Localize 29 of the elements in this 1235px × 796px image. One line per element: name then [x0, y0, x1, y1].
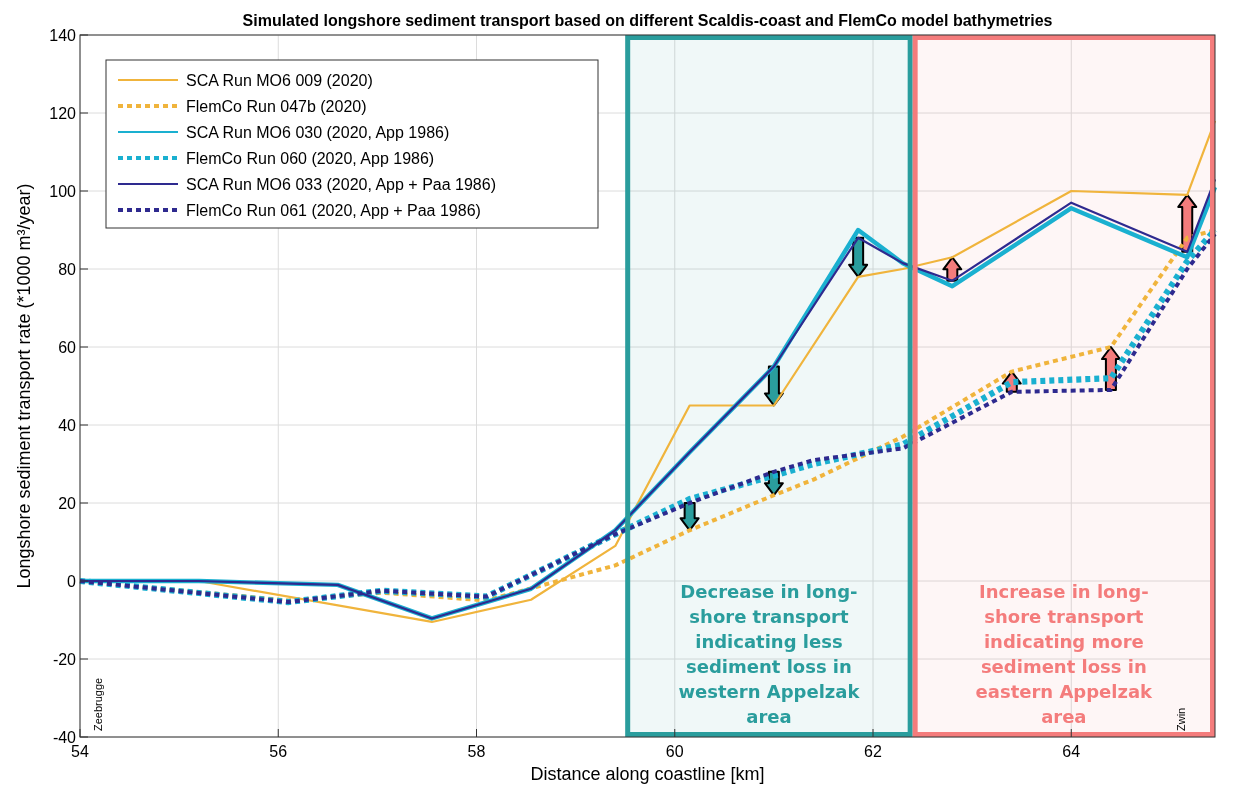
y-tick-label: 20	[58, 495, 77, 512]
x-tick-label: 56	[269, 743, 288, 760]
y-axis-title: Longshore sediment transport rate (*1000 m³/year)	[14, 183, 34, 589]
y-tick-label: -40	[52, 729, 77, 746]
legend-label: FlemCo Run 060 (2020, App 1986)	[186, 150, 435, 167]
annotation: Zwin	[1175, 707, 1187, 731]
legend-label: SCA Run MO6 033 (2020, App + Paa 1986)	[186, 176, 496, 193]
y-tick-label: 100	[49, 183, 77, 200]
x-tick-label: 60	[665, 743, 684, 760]
chart-title: Simulated longshore sediment transport based on different Scaldis-coast and FlemCo model bathymetries	[242, 12, 1053, 29]
y-tick-label: 80	[58, 261, 77, 278]
x-tick-label: 64	[1062, 743, 1081, 760]
annotation: Zeebrugge	[92, 677, 104, 731]
y-tick-label: -20	[52, 651, 77, 668]
legend-label: SCA Run MO6 030 (2020, App 1986)	[186, 124, 450, 141]
legend-label: FlemCo Run 061 (2020, App + Paa 1986)	[186, 202, 481, 219]
x-tick-label: 62	[864, 743, 883, 760]
band-label: Increase in long- shore transport indicating more sediment loss in eastern Appelzak area	[975, 581, 1154, 727]
y-tick-label: 0	[67, 573, 77, 590]
y-tick-label: 140	[49, 27, 77, 44]
band-label: Decrease in long- shore transport indicating less sediment loss in western Appelzak area	[678, 581, 861, 727]
legend-label: SCA Run MO6 009 (2020)	[186, 72, 373, 89]
x-tick-label: 54	[71, 743, 89, 760]
legend-label: FlemCo Run 047b (2020)	[186, 98, 367, 115]
y-tick-label: 60	[58, 339, 77, 356]
x-tick-label: 58	[467, 743, 486, 760]
y-tick-label: 120	[49, 105, 77, 122]
y-tick-label: 40	[58, 417, 77, 434]
x-axis-title: Distance along coastline [km]	[530, 764, 765, 784]
